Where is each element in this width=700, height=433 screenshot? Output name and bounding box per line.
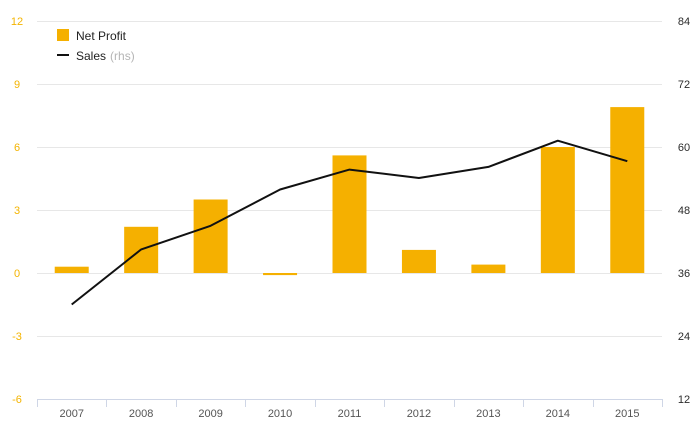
x-tick-label: 2007 bbox=[59, 408, 83, 420]
sales-line-group bbox=[71, 139, 628, 306]
grid-lines bbox=[37, 21, 662, 400]
y-right-tick-label: 72 bbox=[678, 79, 690, 91]
net-profit-bar bbox=[540, 147, 575, 273]
y-left-tick-label: 12 bbox=[11, 16, 23, 28]
x-tick-label: 2012 bbox=[407, 408, 431, 420]
y-left-tick-label: 0 bbox=[14, 268, 20, 280]
legend-swatch-net-profit bbox=[57, 29, 69, 41]
y-right-tick-label: 36 bbox=[678, 268, 690, 280]
x-tick-label: 2014 bbox=[546, 408, 570, 420]
net-profit-bar bbox=[332, 155, 367, 273]
net-profit-bars bbox=[54, 107, 645, 276]
x-tick-label: 2011 bbox=[338, 408, 362, 420]
net-profit-bar bbox=[401, 249, 436, 273]
net-profit-bar bbox=[193, 199, 228, 273]
x-tick-label: 2010 bbox=[268, 408, 292, 420]
axes: 2007 2008 2009 2010 2011 2012 2013 2014 2015 -6 -3… bbox=[11, 16, 690, 420]
net-profit-bar bbox=[610, 107, 645, 273]
y-right-tick-label: 84 bbox=[678, 16, 690, 28]
y-left-tick-label: 3 bbox=[14, 205, 20, 217]
y-right-tick-label: 24 bbox=[678, 331, 690, 343]
y-left-tick-label: -3 bbox=[12, 331, 22, 343]
x-tick-label: 2008 bbox=[129, 408, 153, 420]
y-left-tick-label: -6 bbox=[12, 394, 22, 406]
y-right-tick-label: 12 bbox=[678, 394, 690, 406]
y-left-tick-label: 9 bbox=[14, 79, 20, 91]
legend-label-sales-suffix: (rhs) bbox=[110, 49, 135, 63]
legend-label-sales-text: Sales bbox=[76, 49, 106, 63]
sales-line bbox=[71, 139, 628, 306]
y-right-tick-label: 48 bbox=[678, 205, 690, 217]
net-profit-bar bbox=[54, 266, 89, 273]
legend: Net Profit Sales (rhs) bbox=[57, 29, 135, 63]
legend-label-net-profit: Net Profit bbox=[76, 29, 127, 43]
net-profit-bar bbox=[471, 264, 506, 273]
x-tick-label: 2013 bbox=[476, 408, 500, 420]
net-profit-bar bbox=[263, 273, 298, 276]
x-tick-label: 2015 bbox=[615, 408, 639, 420]
y-left-tick-label: 6 bbox=[14, 142, 20, 154]
y-right-tick-label: 60 bbox=[678, 142, 690, 154]
legend-label-sales: Sales (rhs) bbox=[76, 49, 135, 63]
x-tick-label: 2009 bbox=[198, 408, 222, 420]
